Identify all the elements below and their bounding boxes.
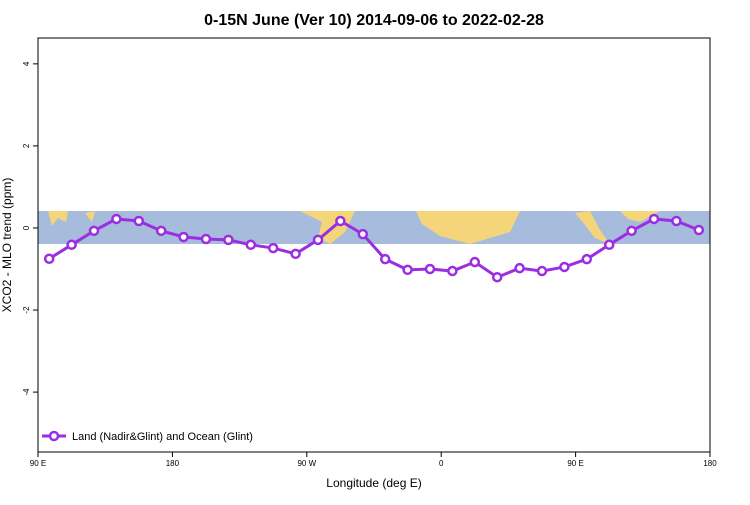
x-tick-label: 180 — [703, 459, 717, 468]
point — [536, 265, 548, 277]
point — [626, 225, 637, 237]
point — [581, 253, 593, 265]
x-tick-label: 90 E — [567, 459, 583, 468]
x-tick-label: 90 E — [30, 459, 46, 468]
plot-frame — [37, 37, 711, 453]
point — [43, 253, 55, 264]
point — [133, 215, 145, 227]
point — [267, 242, 279, 254]
y-axis-label: XCO2 - MLO trend (ppm) — [0, 178, 14, 313]
point — [559, 261, 570, 273]
y-tick-label: 4 — [22, 61, 31, 66]
point — [469, 256, 481, 268]
point — [88, 225, 100, 237]
point — [447, 265, 458, 277]
point — [379, 253, 391, 265]
legend-marker — [48, 430, 60, 442]
point — [66, 239, 77, 251]
y-tick-label: -2 — [22, 306, 31, 314]
point — [111, 213, 122, 225]
x-tick-label: 90 W — [297, 459, 316, 468]
point — [178, 231, 189, 243]
x-tick-label: 180 — [166, 459, 180, 468]
point — [357, 228, 369, 240]
point — [648, 213, 660, 225]
point — [514, 262, 525, 274]
x-tick-label: 0 — [439, 459, 444, 468]
chart-title: 0-15N June (Ver 10) 2014-09-06 to 2022-0… — [204, 12, 544, 29]
point — [290, 248, 301, 260]
y-tick-label: 2 — [22, 143, 31, 148]
point — [603, 239, 615, 251]
point — [245, 239, 257, 251]
point — [424, 263, 436, 275]
point — [671, 215, 682, 227]
y-tick-label: 0 — [22, 225, 31, 230]
point — [491, 271, 503, 283]
point — [693, 224, 705, 236]
y-tick-label: -4 — [22, 388, 31, 396]
point — [200, 233, 212, 245]
point — [155, 225, 167, 237]
point — [223, 234, 234, 246]
point — [402, 264, 413, 276]
x-axis-label: Longitude (deg E) — [326, 476, 421, 490]
legend-label: Land (Nadir&Glint) and Ocean (Glint) — [72, 431, 253, 443]
point — [335, 215, 346, 227]
point — [312, 234, 324, 246]
